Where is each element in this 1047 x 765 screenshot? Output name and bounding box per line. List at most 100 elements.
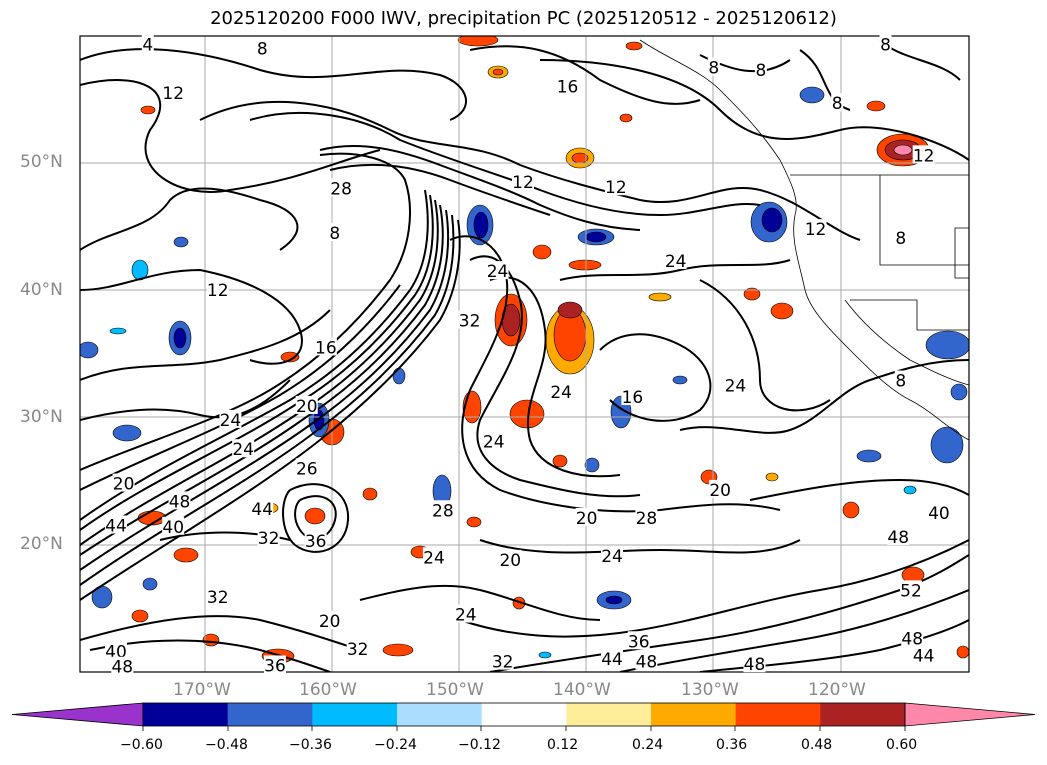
contour-label: 24 bbox=[550, 383, 572, 403]
contour-label: 32 bbox=[492, 653, 514, 673]
contour-label: 20 bbox=[113, 475, 135, 495]
colorbar-tick-label: 0.48 bbox=[801, 737, 833, 753]
contour-label-bg bbox=[482, 431, 505, 450]
contour-label: 8 bbox=[329, 224, 340, 244]
contour-label-bg bbox=[168, 491, 191, 510]
contour-label-bg bbox=[318, 610, 341, 629]
contour-label: 48 bbox=[901, 630, 923, 650]
colorbar-segment bbox=[143, 703, 229, 726]
lon-label-130w: 130°W bbox=[681, 680, 739, 700]
colorbar-tick-label: −0.24 bbox=[374, 737, 417, 753]
contour-label: 8 bbox=[755, 61, 766, 81]
lat-label-50n: 50°N bbox=[20, 152, 63, 172]
lon-label-120w: 120°W bbox=[808, 680, 866, 700]
contour-label: 48 bbox=[887, 528, 909, 548]
contour-label-bg bbox=[575, 507, 598, 526]
contour-label: 24 bbox=[232, 440, 254, 460]
contour-label: 48 bbox=[169, 492, 191, 512]
contour-label-bg bbox=[550, 381, 573, 400]
contour-label-bg bbox=[724, 375, 747, 394]
contour-label-bg bbox=[314, 337, 337, 356]
contour-label: 28 bbox=[636, 509, 658, 529]
contour-label-bg bbox=[707, 57, 720, 76]
colorbar-segment bbox=[566, 703, 652, 726]
contour-label: 48 bbox=[744, 655, 766, 675]
colorbar bbox=[11, 702, 1036, 731]
colorbar-tick-label: 0.24 bbox=[632, 737, 664, 753]
contour-label: 44 bbox=[913, 646, 935, 666]
contour-label-bg bbox=[743, 654, 766, 673]
contour-label: 12 bbox=[207, 281, 229, 301]
lon-label-160w: 160°W bbox=[299, 680, 357, 700]
contour-label-bg bbox=[111, 656, 134, 675]
contour-label: 40 bbox=[162, 518, 184, 538]
contour-label-bg bbox=[601, 649, 624, 668]
contour-label: 40 bbox=[928, 504, 950, 524]
lon-label-140w: 140°W bbox=[553, 680, 611, 700]
lat-label-40n: 40°N bbox=[20, 280, 63, 300]
contour-label-bg bbox=[556, 76, 579, 95]
contour-label: 12 bbox=[913, 146, 935, 166]
contour-label: 28 bbox=[432, 501, 454, 521]
colorbar-segment bbox=[481, 703, 567, 726]
contour-label-bg bbox=[346, 638, 369, 657]
contour-label-bg bbox=[486, 261, 509, 280]
colorbar-segment bbox=[227, 703, 313, 726]
contour-label-bg bbox=[621, 387, 644, 406]
contour-label-bg bbox=[894, 228, 907, 247]
contour-label: 36 bbox=[305, 532, 327, 552]
precip-shading bbox=[80, 36, 969, 664]
lat-label-30n: 30°N bbox=[20, 407, 63, 427]
contour-label-bg bbox=[458, 310, 481, 329]
contour-label-bg bbox=[328, 222, 341, 241]
contour-label: 8 bbox=[257, 40, 268, 60]
iwv-contours bbox=[80, 39, 969, 672]
contour-label-bg bbox=[232, 439, 255, 458]
contour-label: 4 bbox=[142, 36, 153, 56]
contour-label: 20 bbox=[319, 612, 341, 632]
contour-label: 32 bbox=[258, 529, 280, 549]
contour-label: 24 bbox=[725, 377, 747, 397]
contour-label: 24 bbox=[483, 433, 505, 453]
contour-label: 8 bbox=[880, 36, 891, 56]
contour-label: 16 bbox=[315, 338, 337, 358]
contour-label-bg bbox=[635, 651, 658, 670]
contour-label: 20 bbox=[709, 481, 731, 501]
contour-label: 52 bbox=[900, 581, 922, 601]
lat-label-20n: 20°N bbox=[20, 534, 63, 554]
contour-label-bg bbox=[927, 502, 950, 521]
contour-label: 32 bbox=[347, 640, 369, 660]
contour-label-bg bbox=[206, 280, 229, 299]
contour-label: 24 bbox=[487, 262, 509, 282]
colorbar-tick-label: 0.12 bbox=[547, 737, 579, 753]
contour-label-bg bbox=[141, 34, 154, 53]
contour-label-bg bbox=[431, 500, 454, 519]
lon-label-150w: 150°W bbox=[426, 680, 484, 700]
contour-label: 20 bbox=[576, 509, 598, 529]
contour-label-bg bbox=[251, 498, 274, 517]
colorbar-segment bbox=[651, 703, 737, 726]
contour-label: 32 bbox=[207, 588, 229, 608]
contour-label-bg bbox=[263, 655, 286, 674]
colorbar-extend-min bbox=[11, 702, 144, 727]
colorbar-segment bbox=[397, 703, 483, 726]
contour-label-bg bbox=[256, 38, 269, 57]
contour-label: 48 bbox=[636, 653, 658, 673]
contour-label: 48 bbox=[111, 658, 133, 678]
contour-label-bg bbox=[627, 631, 650, 650]
contour-label: 12 bbox=[162, 84, 184, 104]
contour-label: 8 bbox=[895, 229, 906, 249]
contour-label: 8 bbox=[895, 372, 906, 392]
contour-label: 36 bbox=[264, 656, 286, 676]
contour-label: 32 bbox=[459, 312, 481, 332]
colorbar-segment bbox=[820, 703, 906, 726]
contour-label: 26 bbox=[296, 459, 318, 479]
contour-label-bg bbox=[912, 145, 935, 164]
contour-label: 44 bbox=[251, 500, 273, 520]
contour-label: 36 bbox=[628, 632, 650, 652]
contour-label: 16 bbox=[557, 78, 579, 98]
colorbar-tick-label: −0.36 bbox=[289, 737, 332, 753]
colorbar-tick-label: 0.36 bbox=[716, 737, 748, 753]
contour-label-bg bbox=[754, 60, 767, 79]
